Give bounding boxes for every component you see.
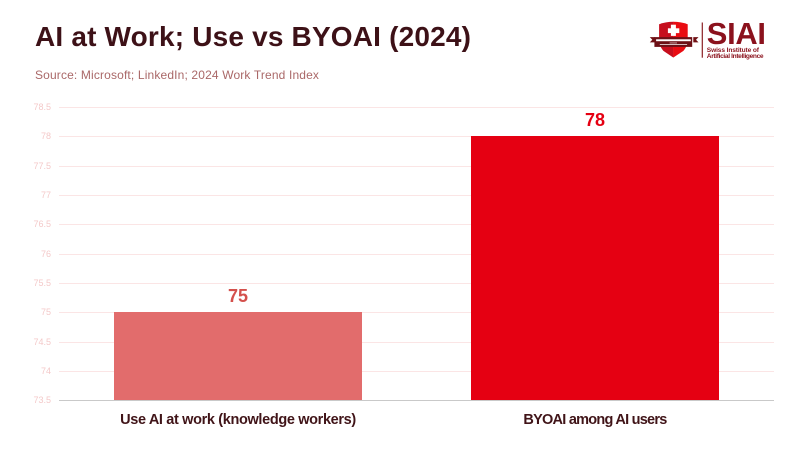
svg-text:Artificial Intelligence: Artificial Intelligence: [707, 53, 764, 60]
svg-text:SIAI: SIAI: [707, 16, 766, 51]
svg-text:Swiss Institute of: Swiss Institute of: [707, 47, 760, 54]
